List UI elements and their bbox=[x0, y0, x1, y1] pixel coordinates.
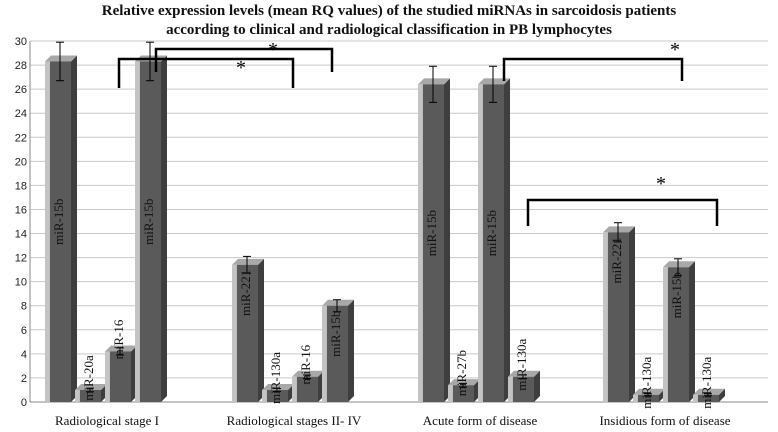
bar-top bbox=[262, 383, 294, 390]
significance-bracket bbox=[526, 198, 719, 226]
bar-label: miR-16 bbox=[298, 344, 313, 384]
bar-label: miR-221 bbox=[238, 270, 253, 316]
bar-side bbox=[629, 226, 635, 402]
bar-label: miR-15b bbox=[669, 272, 684, 318]
bar-label: miR-15b bbox=[141, 199, 156, 245]
significance-star: * bbox=[656, 173, 666, 195]
bar bbox=[663, 267, 689, 402]
y-tick-label: 8 bbox=[21, 301, 27, 313]
y-tick-label: 30 bbox=[15, 36, 27, 48]
bar bbox=[232, 264, 258, 402]
y-tick-label: 20 bbox=[15, 156, 27, 168]
bar-top bbox=[75, 383, 107, 390]
bar-side bbox=[689, 261, 695, 402]
y-tick-label: 14 bbox=[15, 229, 27, 241]
significance-star: * bbox=[236, 57, 246, 79]
bar bbox=[418, 84, 444, 402]
bar bbox=[478, 84, 504, 402]
bar-top bbox=[292, 370, 324, 377]
y-tick-label: 2 bbox=[21, 373, 27, 385]
y-tick-label: 24 bbox=[15, 108, 27, 120]
category-label: Acute form of disease bbox=[423, 413, 538, 428]
y-tick-label: 22 bbox=[15, 132, 27, 144]
bar bbox=[262, 389, 288, 402]
bar-label: miR-15b bbox=[424, 210, 439, 256]
bar-label: miR-221 bbox=[609, 237, 624, 283]
chart-title: Relative expression levels (mean RQ valu… bbox=[0, 2, 778, 40]
y-tick-label: 18 bbox=[15, 180, 27, 192]
significance-bracket bbox=[117, 57, 295, 88]
bar bbox=[603, 232, 629, 402]
chart-title-line-1: Relative expression levels (mean RQ valu… bbox=[101, 3, 677, 19]
bar-side bbox=[161, 55, 167, 402]
y-tick-label: 10 bbox=[15, 277, 27, 289]
y-tick-label: 28 bbox=[15, 60, 27, 72]
significance-bracket bbox=[502, 57, 684, 81]
bar bbox=[633, 394, 659, 402]
bar-side bbox=[719, 388, 725, 402]
bar-label: miR-15b bbox=[51, 199, 66, 245]
bar bbox=[105, 351, 131, 402]
bar-top bbox=[603, 226, 635, 233]
y-tick-label: 0 bbox=[21, 397, 27, 409]
bar-top bbox=[693, 388, 725, 395]
significance-star: * bbox=[268, 39, 278, 61]
bar-top bbox=[232, 258, 264, 265]
y-tick-label: 4 bbox=[21, 349, 27, 361]
bar bbox=[135, 61, 161, 402]
bar-top bbox=[418, 78, 450, 85]
bar-side bbox=[504, 78, 510, 402]
bar bbox=[322, 305, 348, 402]
bar-label: miR-130a bbox=[268, 352, 283, 404]
bar-top bbox=[448, 379, 480, 386]
significance-bracket bbox=[154, 47, 334, 72]
bar-label: miR-15b bbox=[328, 311, 343, 357]
category-label: Insidious form of disease bbox=[599, 413, 730, 428]
bar-label: miR-15b bbox=[484, 210, 499, 256]
bar bbox=[292, 376, 318, 402]
bar-side bbox=[348, 299, 354, 402]
bar-side bbox=[444, 78, 450, 402]
bar bbox=[693, 394, 719, 402]
bar-label: miR-16 bbox=[111, 319, 126, 359]
bar-top bbox=[633, 388, 665, 395]
bar-side bbox=[258, 258, 264, 402]
bar-side bbox=[534, 370, 540, 402]
y-tick-label: 12 bbox=[15, 253, 27, 265]
bar bbox=[448, 385, 474, 402]
bar-top bbox=[105, 345, 137, 352]
bar-top bbox=[322, 299, 354, 306]
bar-label: miR-130a bbox=[639, 357, 654, 409]
bar-label: miR-130a bbox=[699, 357, 714, 409]
bar bbox=[45, 61, 71, 402]
bar-top bbox=[663, 261, 695, 268]
bar-label: miR-20a bbox=[81, 355, 96, 401]
bar-label: miR-27b bbox=[454, 350, 469, 396]
y-tick-label: 6 bbox=[21, 325, 27, 337]
bar-top bbox=[478, 78, 510, 85]
significance-star: * bbox=[670, 39, 680, 61]
bar-top bbox=[45, 55, 77, 62]
y-tick-label: 16 bbox=[15, 204, 27, 216]
bar-top bbox=[508, 370, 540, 377]
bar-label: miR-130a bbox=[514, 339, 529, 391]
bar bbox=[508, 376, 534, 402]
category-label: Radiological stage I bbox=[55, 413, 159, 428]
bar-side bbox=[71, 55, 77, 402]
y-tick-label: 26 bbox=[15, 84, 27, 96]
category-label: Radiological stages II- IV bbox=[227, 413, 362, 428]
bar bbox=[75, 389, 101, 402]
chart-title-line-2: according to clinical and radiological c… bbox=[166, 22, 612, 38]
